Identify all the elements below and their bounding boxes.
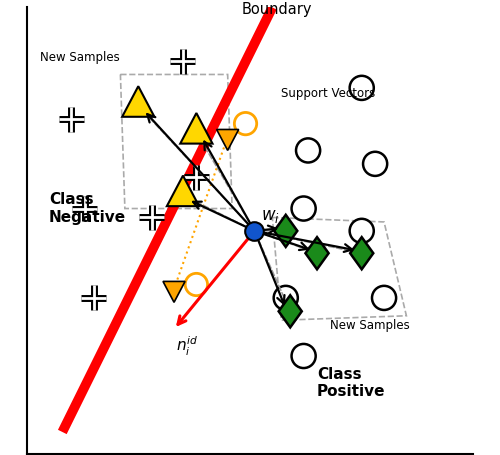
Polygon shape: [278, 295, 302, 328]
Polygon shape: [274, 215, 297, 247]
Polygon shape: [216, 130, 238, 151]
Circle shape: [274, 286, 298, 310]
Circle shape: [292, 197, 316, 221]
Polygon shape: [163, 281, 185, 302]
Text: Class
Positive: Class Positive: [317, 367, 386, 399]
Circle shape: [296, 138, 320, 162]
Text: $w_i$: $w_i$: [261, 207, 280, 225]
Polygon shape: [180, 113, 212, 144]
Polygon shape: [350, 237, 374, 269]
Point: [250, 227, 258, 234]
Circle shape: [372, 286, 396, 310]
Polygon shape: [122, 86, 154, 117]
Circle shape: [185, 273, 208, 296]
Polygon shape: [167, 176, 199, 206]
Text: Class
Negative: Class Negative: [49, 192, 126, 225]
Circle shape: [234, 112, 256, 135]
Circle shape: [363, 152, 387, 176]
Text: $n_i^{id}$: $n_i^{id}$: [176, 335, 199, 358]
Text: New Samples: New Samples: [330, 319, 410, 332]
Circle shape: [350, 219, 374, 243]
Text: Boundary: Boundary: [242, 2, 312, 17]
Text: New Samples: New Samples: [40, 51, 119, 64]
Circle shape: [350, 76, 374, 100]
Text: Support Vectors: Support Vectors: [282, 87, 376, 100]
Circle shape: [292, 344, 316, 368]
Polygon shape: [306, 237, 328, 269]
